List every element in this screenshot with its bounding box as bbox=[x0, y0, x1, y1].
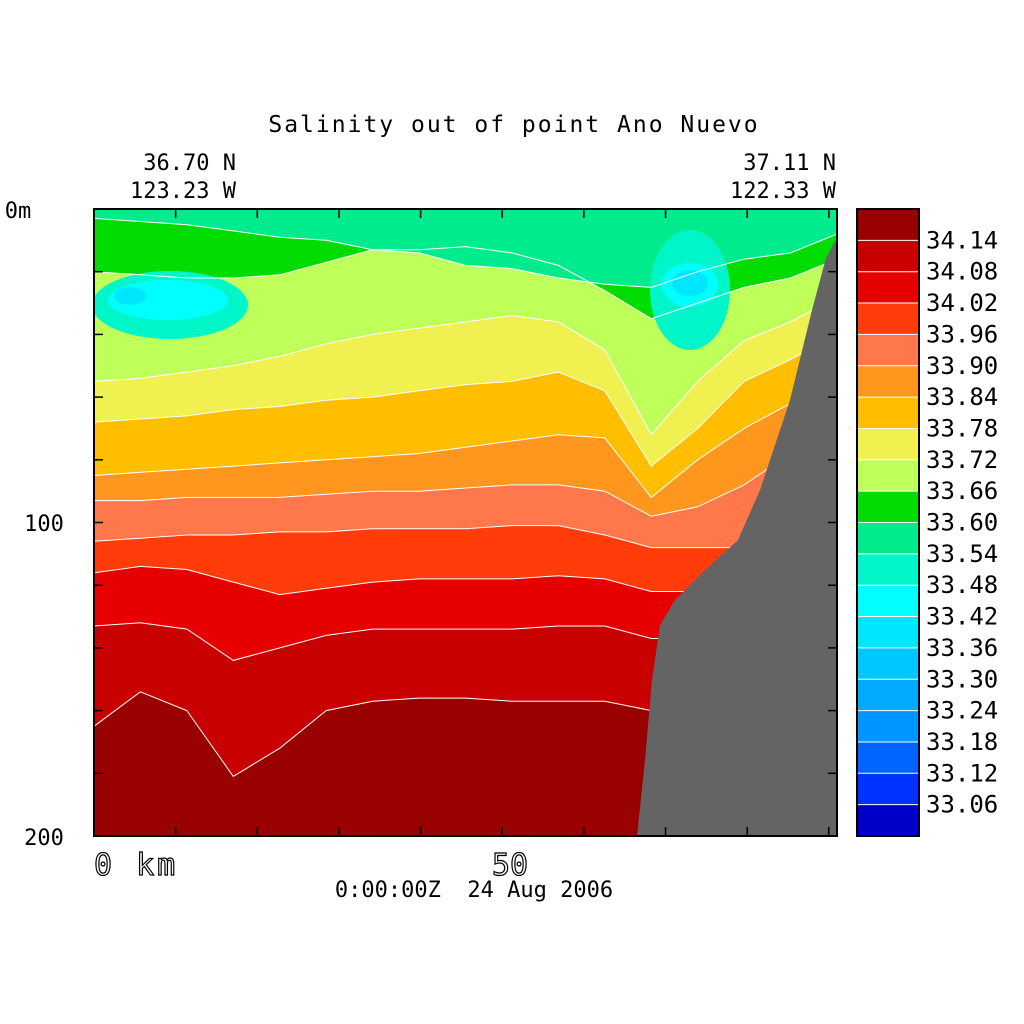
x-tick-label-0: 0 km bbox=[94, 848, 178, 883]
plot-area bbox=[94, 209, 837, 836]
colorbar-swatch bbox=[857, 491, 919, 523]
colorbar-swatch bbox=[857, 773, 919, 806]
colorbar-label: 33.78 bbox=[926, 414, 998, 442]
colorbar-label: 33.90 bbox=[926, 352, 998, 380]
colorbar-label: 33.12 bbox=[926, 759, 998, 787]
colorbar-frame bbox=[856, 208, 920, 837]
salinity-bands bbox=[94, 209, 837, 836]
contour-33.66 bbox=[94, 296, 837, 436]
colorbar-label: 33.96 bbox=[926, 320, 998, 348]
contour-33.78 bbox=[94, 365, 837, 499]
colorbar-swatch bbox=[857, 397, 919, 429]
colorbar-label: 33.24 bbox=[926, 697, 998, 725]
colorbar-swatches bbox=[857, 209, 919, 837]
y-axis-labels: 0m 100 200 bbox=[5, 199, 64, 851]
colorbar-swatch bbox=[857, 804, 919, 837]
y-tick-label-100: 100 bbox=[24, 512, 64, 537]
y-tick-label-200: 200 bbox=[24, 826, 64, 851]
colorbar-swatch bbox=[857, 679, 919, 712]
colorbar-label: 33.36 bbox=[926, 634, 998, 662]
fresh-core-east-inner bbox=[672, 270, 708, 296]
contour-33.84 bbox=[94, 415, 837, 517]
colorbar-swatch bbox=[857, 710, 919, 743]
salty-patch-east bbox=[550, 725, 624, 836]
colorbar-label: 33.06 bbox=[926, 791, 998, 819]
start-latitude: 36.70 N bbox=[143, 151, 236, 176]
x-axis-labels: 0 km 50 bbox=[93, 847, 528, 883]
colorbar-swatch bbox=[857, 240, 919, 273]
seafloor-bathymetry bbox=[637, 238, 837, 836]
colorbar-swatch bbox=[857, 365, 919, 398]
band-above-33.54 bbox=[94, 209, 837, 288]
colorbar-swatch bbox=[857, 428, 919, 461]
contour-33.9 bbox=[94, 490, 837, 549]
colorbar-swatch bbox=[857, 271, 919, 304]
colorbar-label: 34.08 bbox=[926, 258, 998, 286]
colorbar-label: 33.66 bbox=[926, 477, 998, 505]
colorbar-label: 33.18 bbox=[926, 728, 998, 756]
y-tick-label-0: 0m bbox=[5, 199, 32, 224]
colorbar-swatch bbox=[857, 647, 919, 680]
colorbar-label: 33.54 bbox=[926, 540, 998, 568]
contour-33.6 bbox=[94, 246, 837, 320]
colorbar-label: 34.14 bbox=[926, 226, 998, 254]
colorbar-label: 33.42 bbox=[926, 603, 998, 631]
colorbar-swatch bbox=[857, 303, 919, 335]
colorbar-label: 34.02 bbox=[926, 289, 998, 317]
colorbar-swatch bbox=[857, 334, 919, 367]
end-longitude: 122.33 W bbox=[730, 179, 837, 204]
colorbar-swatch bbox=[857, 585, 919, 618]
x-tick-label-50: 50 bbox=[492, 848, 528, 883]
colorbar-labels: 34.14 34.08 34.02 33.96 33.90 33.84 33.78 33.72… bbox=[926, 226, 998, 818]
colorbar: 34.14 34.08 34.02 33.96 33.90 33.84 33.78 33.72… bbox=[856, 208, 998, 837]
timestamp: 0:00:00Z 24 Aug 2006 bbox=[335, 878, 613, 903]
colorbar-label: 33.30 bbox=[926, 665, 998, 693]
colorbar-label: 33.48 bbox=[926, 571, 998, 599]
start-longitude: 123.23 W bbox=[130, 179, 237, 204]
chart-title: Salinity out of point Ano Nuevo bbox=[268, 112, 759, 138]
fresh-core-west-inner bbox=[114, 287, 146, 305]
colorbar-swatch bbox=[857, 553, 919, 586]
colorbar-swatch bbox=[857, 459, 919, 492]
colorbar-swatch bbox=[857, 741, 919, 774]
colorbar-swatch bbox=[857, 209, 919, 241]
colorbar-label: 33.60 bbox=[926, 509, 998, 537]
colorbar-label: 33.72 bbox=[926, 446, 998, 474]
colorbar-swatch bbox=[857, 616, 919, 649]
axis-ticks bbox=[94, 209, 837, 836]
end-latitude: 37.11 N bbox=[743, 151, 836, 176]
contour-33.54 bbox=[94, 217, 837, 288]
salty-patch-mid bbox=[248, 800, 500, 836]
colorbar-label: 33.84 bbox=[926, 383, 998, 411]
contour-33.72 bbox=[94, 333, 837, 467]
colorbar-swatch bbox=[857, 522, 919, 555]
